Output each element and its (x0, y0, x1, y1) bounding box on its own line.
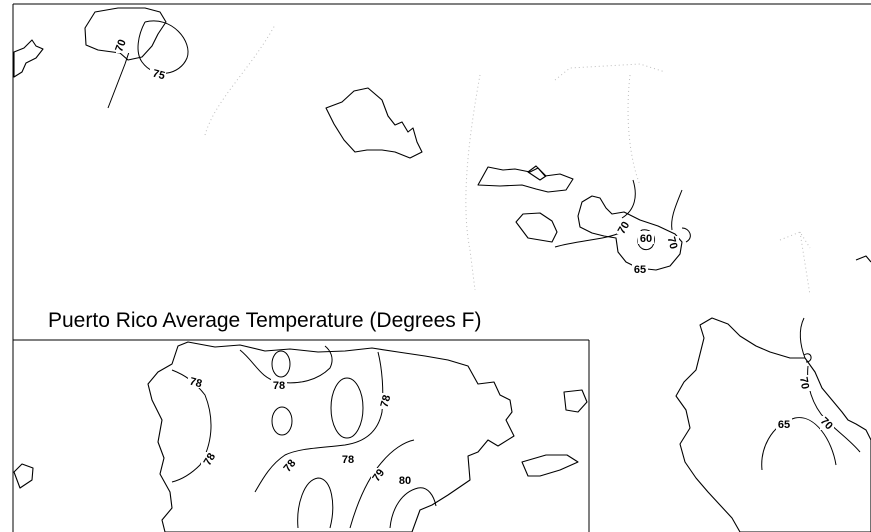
oahu-island (325, 87, 423, 159)
label-bg (282, 458, 298, 472)
isotherm-70-kauai (107, 51, 130, 109)
isotherm-label: 75 (151, 68, 166, 83)
isotherm-78-south (297, 477, 334, 529)
isotherm-80 (389, 487, 437, 529)
maui-island (577, 195, 683, 271)
label-bg (116, 39, 130, 53)
label-bg (617, 220, 631, 234)
isotherm-label: 78 (202, 451, 219, 468)
isotherm-78-central (254, 351, 384, 493)
isotherm-maui-west (554, 231, 623, 248)
molokai-peninsula (527, 165, 547, 181)
label-bg (397, 473, 413, 486)
label-bg (820, 416, 834, 430)
niihau-island (13, 39, 44, 78)
label-bg (776, 417, 792, 430)
label-bg (371, 468, 385, 482)
isotherm-label: 78 (379, 394, 394, 409)
isotherm-maui-east (671, 189, 683, 231)
dotted-boundary (627, 74, 641, 186)
isotherm-big-ring (803, 353, 812, 363)
isotherm-label: 70 (665, 236, 680, 251)
isotherm-label: 70 (113, 38, 128, 54)
puerto-rico-island (147, 341, 515, 532)
lanai-island (515, 212, 558, 243)
isotherm-label: 60 (640, 233, 652, 245)
label-bg (188, 375, 204, 388)
dotted-boundary (554, 63, 666, 81)
isotherm-label: 80 (399, 475, 411, 487)
label-bg (271, 378, 287, 391)
dotted-boundary (204, 24, 276, 136)
isotherm-70-maui-ring (681, 227, 691, 243)
isotherm-75-kauai (137, 20, 189, 74)
isotherm-65-big (761, 417, 837, 471)
isotherm-70-big (807, 365, 861, 453)
isotherm-label: 70 (616, 220, 633, 237)
label-bg (201, 452, 217, 466)
isotherm-label: 65 (634, 264, 646, 276)
label-bg (638, 231, 654, 244)
label-bg (340, 452, 356, 465)
isotherm-label: 78 (342, 454, 354, 466)
isotherm-label: 65 (778, 419, 790, 431)
kahoolawe-fragment (855, 255, 871, 263)
inset-title: Puerto Rico Average Temperature (Degrees… (48, 309, 481, 332)
mona-island (13, 463, 34, 489)
isotherm-maui-north (621, 179, 636, 219)
dotted-boundary (779, 231, 811, 296)
isotherm-big-north (799, 317, 806, 359)
isotherm-closed-2 (271, 406, 293, 436)
isotherm-label: 78 (273, 380, 285, 392)
isotherm-label: 79 (370, 467, 387, 484)
kauai-island (84, 7, 167, 61)
label-bg (378, 393, 392, 409)
label-bg (632, 262, 648, 275)
label-bg (665, 236, 679, 250)
label-bg (150, 66, 166, 80)
isotherm-78-north (239, 345, 333, 384)
isotherm-79 (349, 439, 415, 529)
isotherm-closed-3 (330, 377, 364, 439)
label-bg (798, 375, 812, 391)
big-island (675, 317, 871, 532)
culebra-island (563, 389, 588, 413)
dotted-boundary (465, 74, 481, 291)
isotherm-closed-1 (271, 350, 291, 378)
isotherm-label: 78 (188, 376, 203, 391)
molokai-island (477, 166, 574, 193)
vieques-island (521, 454, 579, 477)
isotherm-label: 70 (797, 376, 811, 390)
